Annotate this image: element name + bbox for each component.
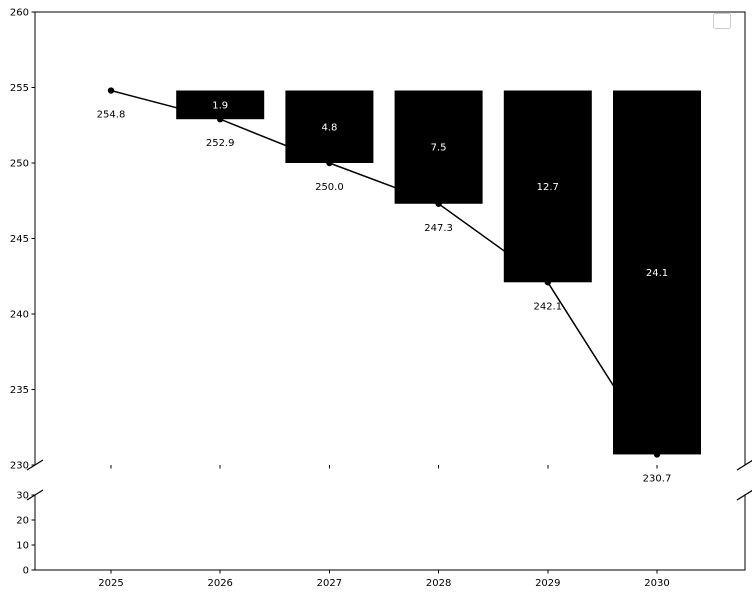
y-tick-label: 0 <box>23 566 29 577</box>
line-path <box>110 89 658 455</box>
break-mark <box>26 459 44 471</box>
data-point-dot <box>435 200 442 207</box>
data-point-dot <box>544 279 551 286</box>
bar-label: 24.1 <box>646 268 668 279</box>
data-point-dot <box>107 87 115 94</box>
y-tick-label: 30 <box>16 491 29 502</box>
axis-break-marks <box>26 459 752 501</box>
y-tick-label: 255 <box>10 83 29 94</box>
lower-panel-spine <box>34 495 746 571</box>
data-point-dot <box>326 159 333 167</box>
x-tick-label: 2030 <box>644 578 669 589</box>
y-axis: 230 235 240 245 250 255 260 0 10 20 30 <box>10 8 35 577</box>
bar <box>394 90 483 204</box>
bar <box>176 90 265 120</box>
bar-label: 1.9 <box>212 100 228 111</box>
data-point-dot <box>217 116 224 123</box>
bar-label: 7.5 <box>431 143 447 154</box>
break-mark <box>26 489 44 501</box>
y-tick-label: 260 <box>10 8 29 19</box>
x-tick-label: 2026 <box>207 578 232 589</box>
bar <box>613 90 701 455</box>
point-label: 242.1 <box>533 301 562 312</box>
x-tick-label: 2025 <box>98 578 123 589</box>
x-tick-label: 2027 <box>317 578 342 589</box>
x-tick-label: 2028 <box>426 578 451 589</box>
line-series-group: 254.8 252.9 250.0 247.3 242.1 230.7 <box>97 87 672 484</box>
x-axis: 2025 2026 2027 2028 2029 2030 <box>98 465 670 589</box>
point-label: 230.7 <box>643 473 672 484</box>
y-tick-label: 250 <box>10 159 29 170</box>
point-label: 254.8 <box>97 110 126 121</box>
legend-box <box>713 13 731 29</box>
x-tick-label: 2029 <box>535 578 560 589</box>
y-tick-label: 20 <box>16 516 29 527</box>
bar-label: 12.7 <box>537 182 559 193</box>
y-tick-label: 240 <box>10 310 29 321</box>
point-label: 252.9 <box>206 138 235 149</box>
y-tick-label: 235 <box>10 385 29 396</box>
y-tick-label: 245 <box>10 234 29 245</box>
break-mark <box>736 489 752 501</box>
break-mark <box>736 459 752 471</box>
data-point-dot <box>653 451 661 458</box>
point-label: 247.3 <box>424 223 453 234</box>
bars-group: 1.9 4.8 7.5 12.7 24.1 <box>176 90 701 455</box>
point-label: 250.0 <box>315 182 344 193</box>
y-tick-label: 230 <box>10 461 29 472</box>
bar <box>503 90 592 283</box>
y-tick-label: 10 <box>16 541 29 552</box>
bar-label: 4.8 <box>321 122 337 133</box>
